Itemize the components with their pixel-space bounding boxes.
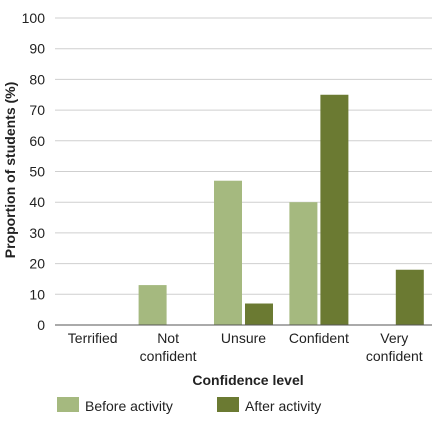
y-axis-title: Proportion of students (%) bbox=[2, 82, 18, 259]
y-tick-labels: 0 10 20 30 40 50 60 70 80 90 100 bbox=[22, 10, 46, 333]
x-tick-labels: Terrified Not confident Unsure Confident Very… bbox=[68, 330, 423, 364]
y-tick-label: 50 bbox=[29, 164, 45, 180]
y-tick-label: 40 bbox=[29, 194, 45, 210]
y-tick-label: 60 bbox=[29, 133, 45, 149]
legend-label-before-activity: Before activity bbox=[85, 398, 173, 414]
bar-after-activity bbox=[320, 94, 349, 325]
gridlines bbox=[55, 17, 432, 295]
bars bbox=[138, 94, 424, 325]
x-tick-label: Confident bbox=[289, 330, 349, 346]
bar-before-activity bbox=[289, 202, 318, 325]
x-tick-label: Not bbox=[157, 330, 179, 346]
y-tick-label: 90 bbox=[29, 41, 45, 57]
legend-label-after-activity: After activity bbox=[245, 398, 321, 414]
y-tick-label: 20 bbox=[29, 256, 45, 272]
x-tick-label: Terrified bbox=[68, 330, 118, 346]
bar-before-activity bbox=[138, 285, 167, 325]
y-tick-label: 0 bbox=[37, 317, 45, 333]
y-tick-label: 100 bbox=[22, 10, 46, 26]
x-tick-label: confident bbox=[366, 348, 423, 364]
bar-after-activity bbox=[395, 269, 424, 325]
legend-swatch-before-activity bbox=[57, 397, 79, 412]
legend: Before activity After activity bbox=[57, 397, 321, 414]
x-tick-label: Very bbox=[380, 330, 408, 346]
x-tick-label: Unsure bbox=[221, 330, 266, 346]
y-tick-label: 70 bbox=[29, 102, 45, 118]
x-tick-label: confident bbox=[140, 348, 197, 364]
x-axis-title: Confidence level bbox=[192, 372, 303, 388]
legend-swatch-after-activity bbox=[217, 397, 239, 412]
y-tick-label: 10 bbox=[29, 286, 45, 302]
y-tick-label: 80 bbox=[29, 71, 45, 87]
bar-before-activity bbox=[214, 180, 242, 325]
y-tick-label: 30 bbox=[29, 225, 45, 241]
bar-after-activity bbox=[245, 303, 273, 325]
